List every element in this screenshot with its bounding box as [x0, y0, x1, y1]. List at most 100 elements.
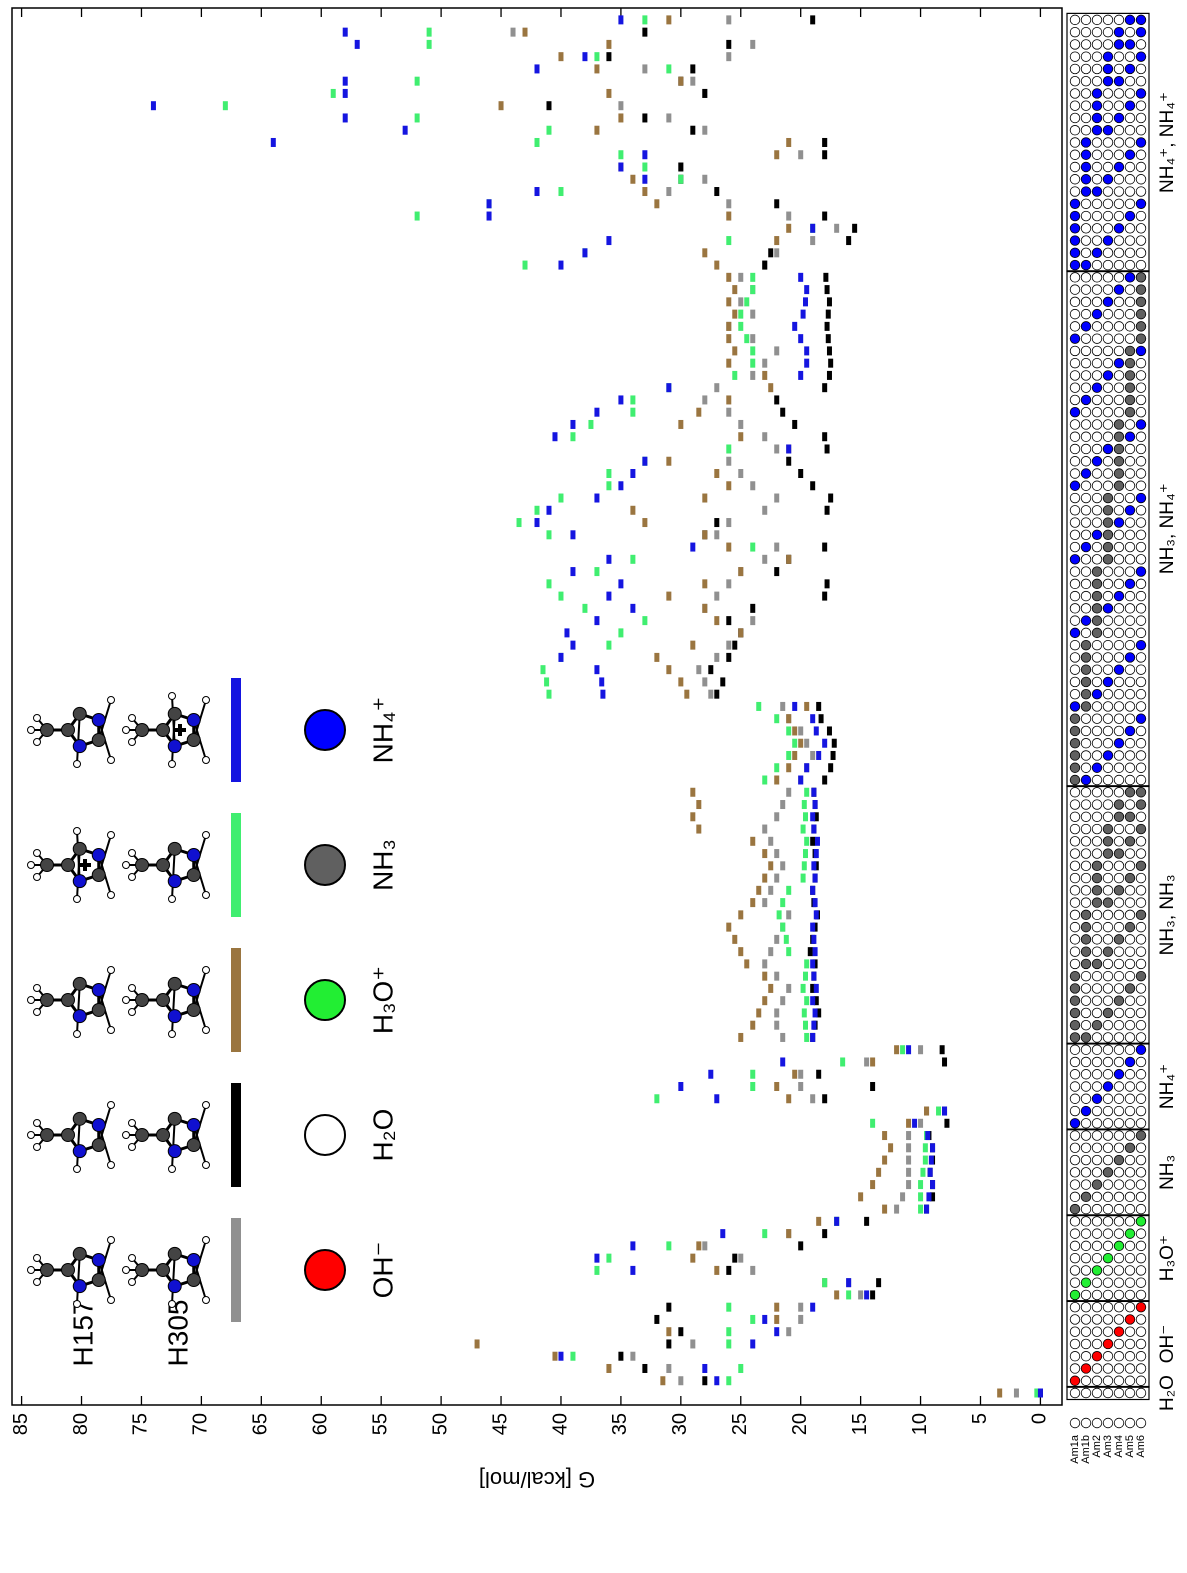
site-circle	[1091, 1191, 1103, 1203]
energy-dash	[510, 27, 516, 37]
site-circle	[1080, 909, 1092, 921]
energy-dash	[810, 714, 816, 724]
site-circle	[1124, 419, 1136, 430]
energy-dash	[642, 518, 648, 528]
energy-dash	[738, 432, 744, 442]
site-circle	[1080, 75, 1092, 87]
site-circle	[1080, 983, 1092, 994]
site-circle	[1135, 1044, 1147, 1055]
site-circle	[1124, 774, 1136, 786]
energy-dash	[774, 873, 780, 883]
energy-dash	[942, 1106, 948, 1116]
y-tick-label: 70	[190, 1413, 212, 1435]
site-circle	[1102, 566, 1114, 577]
site-circle	[1135, 406, 1147, 418]
site-circle	[1102, 1351, 1114, 1362]
site-circle	[1069, 750, 1081, 761]
site-circle	[1091, 1277, 1103, 1288]
energy-dash	[594, 665, 600, 675]
site-circle	[1113, 296, 1125, 308]
site-circle	[1102, 333, 1114, 344]
site-circle	[1080, 529, 1092, 541]
site-circle	[1102, 517, 1114, 528]
site-circle	[1080, 1019, 1092, 1031]
heavy-atom	[72, 1009, 87, 1024]
site-circle	[1080, 1118, 1092, 1129]
energy-dash	[828, 493, 834, 503]
site-circle	[1091, 1203, 1103, 1215]
site-circle	[1113, 333, 1125, 344]
site-circle	[1069, 872, 1081, 884]
energy-dash	[354, 39, 360, 49]
config-group-label: NH₃, NH₄⁺	[1157, 483, 1178, 574]
site-circle	[1102, 63, 1114, 75]
site-circle	[1113, 934, 1125, 945]
site-circle	[1124, 627, 1136, 639]
site-circle	[1091, 406, 1103, 418]
site-circle	[1091, 235, 1103, 246]
site-circle	[1113, 88, 1125, 99]
site-circle	[1091, 284, 1103, 295]
energy-dash	[774, 1082, 780, 1091]
site-circle	[1080, 676, 1092, 688]
energy-dash	[828, 763, 834, 773]
site-circle	[1069, 603, 1081, 614]
site-circle	[1113, 1130, 1125, 1141]
site-circle	[1080, 1130, 1092, 1141]
site-circle	[1113, 627, 1125, 639]
energy-dash	[714, 591, 720, 601]
site-circle	[1091, 1019, 1103, 1031]
energy-dash	[630, 505, 636, 515]
site-circle	[1091, 688, 1103, 700]
energy-dash	[774, 199, 780, 209]
energy-dash	[750, 334, 756, 344]
site-circle	[1091, 787, 1103, 798]
site-circle	[1080, 1252, 1092, 1264]
energy-dash	[702, 125, 708, 135]
energy-dash	[750, 1082, 756, 1091]
energy-dash	[702, 88, 708, 98]
site-circle	[1124, 1314, 1136, 1325]
site-circle	[1102, 652, 1114, 663]
energy-dash	[666, 456, 672, 466]
energy-dash	[786, 910, 792, 920]
site-circle	[1124, 492, 1136, 504]
site-circle	[1080, 1154, 1092, 1166]
site-circle	[1124, 897, 1136, 908]
site-circle	[1091, 88, 1103, 99]
site-circle	[1113, 946, 1125, 957]
energy-dash	[618, 579, 624, 589]
site-circle	[1091, 1007, 1103, 1019]
y-tick-label: 30	[669, 1413, 691, 1435]
energy-dash	[826, 346, 832, 356]
energy-dash	[939, 1045, 945, 1055]
site-circle	[1069, 272, 1081, 283]
energy-dash	[732, 1253, 738, 1263]
energy-dash	[834, 1216, 840, 1226]
energy-dash	[870, 1290, 876, 1300]
energy-dash	[666, 1302, 672, 1312]
energy-dash	[696, 824, 702, 834]
bond	[76, 830, 81, 882]
site-circle	[1135, 88, 1147, 99]
site-circle	[1113, 431, 1125, 442]
site-legend-circle	[1124, 1417, 1136, 1429]
site-circle	[1135, 603, 1147, 614]
site-legend-circle	[1113, 1417, 1125, 1429]
site-circle	[1091, 676, 1103, 688]
site-circle	[1102, 125, 1114, 136]
energy-dash	[804, 1032, 810, 1042]
energy-dash	[918, 1180, 924, 1190]
energy-dash	[594, 52, 600, 62]
energy-dash	[594, 64, 600, 74]
hydrogen-atom	[202, 966, 210, 974]
energy-dash	[750, 1069, 756, 1079]
energy-dash	[594, 407, 600, 417]
site-circle	[1113, 836, 1125, 847]
site-legend-circle	[1069, 1417, 1081, 1429]
energy-dash	[738, 628, 744, 638]
site-circle	[1069, 394, 1081, 406]
site-circle	[1091, 983, 1103, 994]
site-circle	[1102, 112, 1114, 124]
energy-dash	[798, 334, 804, 344]
